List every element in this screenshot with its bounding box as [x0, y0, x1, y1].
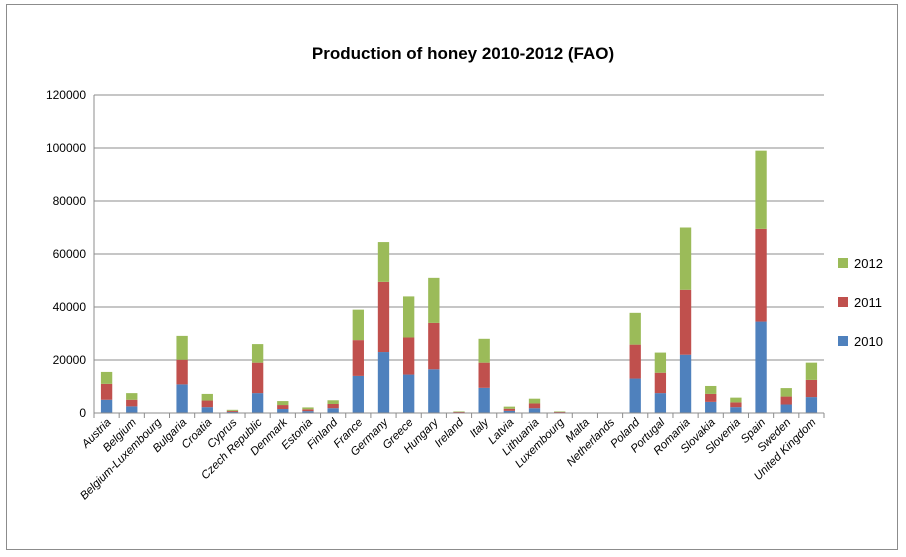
bar-segment	[327, 400, 339, 404]
bar-segment	[302, 409, 314, 412]
bar-segment	[201, 393, 213, 401]
x-category-label: Ireland	[433, 416, 467, 450]
chart-title: Production of honey 2010-2012 (FAO)	[312, 44, 614, 63]
bar-segment	[503, 406, 516, 409]
bar-segment	[377, 242, 390, 282]
bar-segment	[453, 411, 465, 413]
bar-segment	[251, 362, 264, 394]
y-tick-label: 100000	[46, 141, 86, 155]
legend-swatch	[838, 336, 848, 346]
bar-segment	[251, 393, 264, 413]
bar-segment	[302, 407, 314, 410]
y-tick-label: 60000	[53, 247, 87, 261]
bar-segment	[629, 344, 641, 379]
legend: 2012 2011 2010	[838, 256, 883, 349]
bar-segment	[679, 227, 692, 290]
bar-segment	[654, 393, 667, 413]
bar-segment	[402, 337, 415, 375]
bar-segment	[805, 362, 818, 380]
bar-segment	[226, 409, 239, 411]
y-axis-ticks: 0 20000 40000 60000 80000 100000 120000	[46, 88, 86, 420]
bar-segment	[730, 397, 742, 403]
bar-segment	[100, 383, 113, 400]
y-tick-label: 80000	[53, 194, 87, 208]
bar-segment	[226, 410, 239, 412]
bar-segment	[352, 340, 364, 376]
bar-segment	[654, 352, 667, 373]
x-axis-category-labels: AustriaBelgiumBelgium-LuxembourgBulgaria…	[78, 416, 819, 503]
bar-segment	[780, 404, 792, 413]
bar-segment	[100, 371, 113, 384]
bar-segment	[730, 402, 742, 408]
axes	[93, 95, 825, 418]
y-tick-label: 120000	[46, 88, 86, 102]
honey-production-chart: Production of honey 2010-2012 (FAO) 0 200…	[46, 44, 883, 503]
bar-segment	[352, 375, 364, 413]
bar-segment	[805, 397, 818, 413]
bar-segment	[554, 411, 566, 413]
bar-segment	[226, 411, 239, 413]
bar-segment	[654, 372, 667, 394]
legend-label: 2012	[854, 256, 883, 271]
bar-segment	[126, 393, 138, 400]
bar-segment	[528, 408, 541, 413]
bar-segment	[377, 281, 390, 353]
bar-segment	[503, 410, 516, 413]
bar-segment	[402, 374, 415, 413]
bar-segment	[478, 387, 490, 413]
bar-segment	[780, 396, 792, 405]
bar-segment	[528, 403, 541, 409]
bar-segment	[805, 379, 818, 398]
chart-frame: Production of honey 2010-2012 (FAO) 0 200…	[6, 4, 898, 550]
bar-segment	[755, 321, 767, 413]
bar-segment	[755, 150, 767, 229]
bar-segment	[327, 408, 339, 413]
legend-label: 2011	[854, 295, 882, 310]
bar-segment	[277, 405, 289, 410]
y-tick-label: 20000	[53, 353, 87, 367]
bar-segment	[705, 393, 717, 402]
bar-segment	[126, 399, 138, 407]
y-tick-label: 0	[79, 406, 86, 420]
bar-segment	[503, 408, 516, 411]
legend-swatch	[838, 258, 848, 268]
bar-segment	[126, 406, 138, 413]
bar-segment	[100, 399, 113, 413]
bar-segment	[377, 352, 390, 413]
bar-segment	[176, 384, 188, 413]
bar-segment	[629, 312, 641, 345]
bar-segment	[176, 359, 188, 385]
bar-segment	[302, 411, 314, 413]
bars	[100, 150, 818, 413]
bar-segment	[201, 407, 213, 413]
bar-segment	[277, 401, 289, 406]
gridlines	[94, 94, 824, 361]
bar-segment	[402, 296, 415, 338]
bar-segment	[201, 400, 213, 408]
y-tick-label: 40000	[53, 300, 87, 314]
bar-segment	[705, 401, 717, 413]
bar-segment	[705, 385, 717, 394]
bar-segment	[755, 228, 767, 322]
bar-segment	[629, 378, 641, 413]
bar-segment	[780, 388, 792, 397]
bar-segment	[528, 398, 541, 404]
bar-segment	[176, 335, 188, 360]
bar-segment	[428, 322, 440, 370]
bar-segment	[478, 362, 490, 388]
bar-segment	[679, 289, 692, 355]
bar-segment	[251, 344, 264, 363]
bar-segment	[428, 277, 440, 323]
bar-segment	[327, 403, 339, 409]
legend-label: 2010	[854, 334, 883, 349]
bar-segment	[478, 338, 490, 363]
bar-segment	[277, 409, 289, 413]
bar-segment	[679, 354, 692, 413]
bar-segment	[730, 407, 742, 413]
legend-swatch	[838, 297, 848, 307]
bar-segment	[428, 369, 440, 413]
bar-segment	[554, 411, 566, 412]
bar-segment	[352, 309, 364, 341]
bar-segment	[453, 411, 465, 412]
